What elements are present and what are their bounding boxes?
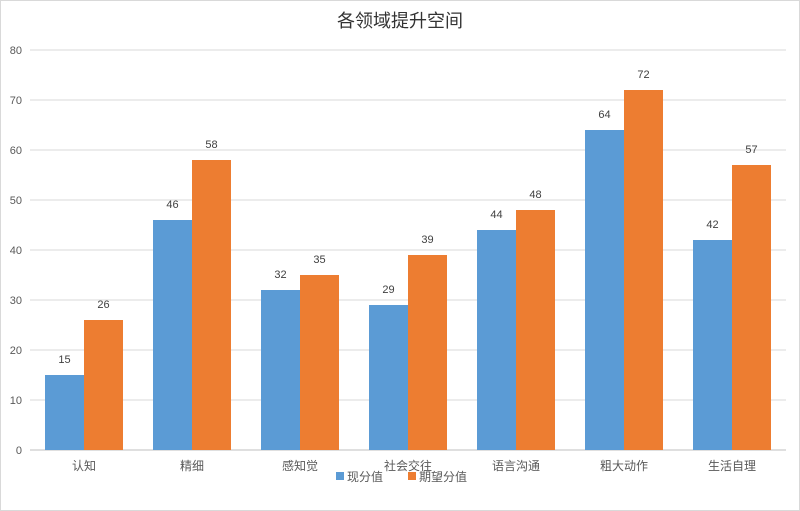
bar-series bbox=[45, 90, 771, 450]
bar-expected bbox=[192, 160, 231, 450]
x-tick-label: 感知觉 bbox=[282, 458, 318, 473]
y-tick-label: 60 bbox=[10, 145, 22, 157]
data-label: 58 bbox=[205, 139, 217, 151]
x-tick-label: 精细 bbox=[180, 459, 204, 473]
bar-current bbox=[261, 290, 300, 450]
legend-swatch bbox=[336, 472, 344, 480]
y-tick-label: 10 bbox=[10, 395, 22, 407]
data-label: 46 bbox=[166, 199, 178, 211]
bar-current bbox=[369, 305, 408, 450]
y-tick-label: 80 bbox=[10, 45, 22, 57]
x-axis: 认知 精细 感知觉 社会交往 语言沟通 粗大动作 生活自理 bbox=[72, 458, 756, 473]
y-tick-label: 70 bbox=[10, 95, 22, 107]
x-tick-label: 粗大动作 bbox=[600, 459, 648, 473]
legend-label: 现分值 bbox=[347, 469, 383, 484]
bar-current bbox=[45, 375, 84, 450]
data-label: 42 bbox=[706, 219, 718, 231]
legend-swatch bbox=[408, 472, 416, 480]
bar-current bbox=[585, 130, 624, 450]
y-tick-label: 40 bbox=[10, 245, 22, 257]
data-label: 44 bbox=[490, 209, 502, 221]
data-label: 64 bbox=[598, 109, 610, 121]
legend: 现分值 期望分值 bbox=[336, 469, 467, 484]
data-labels: 15 26 46 58 32 35 29 39 44 48 64 72 42 57 bbox=[58, 69, 757, 366]
y-tick-label: 50 bbox=[10, 195, 22, 207]
bar-expected bbox=[300, 275, 339, 450]
bar-current bbox=[693, 240, 732, 450]
y-tick-label: 20 bbox=[10, 345, 22, 357]
data-label: 32 bbox=[274, 269, 286, 281]
x-tick-label: 社会交往 bbox=[384, 458, 432, 473]
y-tick-label: 0 bbox=[16, 445, 22, 457]
data-label: 15 bbox=[58, 354, 70, 366]
bar-expected bbox=[408, 255, 447, 450]
data-label: 48 bbox=[529, 189, 541, 201]
data-label: 57 bbox=[745, 144, 757, 156]
data-label: 26 bbox=[97, 299, 109, 311]
x-tick-label: 生活自理 bbox=[708, 459, 756, 473]
bar-expected bbox=[84, 320, 123, 450]
data-label: 35 bbox=[313, 254, 325, 266]
legend-label: 期望分值 bbox=[419, 469, 467, 484]
data-label: 29 bbox=[382, 284, 394, 296]
bar-expected bbox=[624, 90, 663, 450]
bar-current bbox=[477, 230, 516, 450]
y-axis: 0 10 20 30 40 50 60 70 80 bbox=[10, 45, 22, 457]
bar-expected bbox=[732, 165, 771, 450]
bar-current bbox=[153, 220, 192, 450]
x-tick-label: 语言沟通 bbox=[492, 459, 540, 473]
y-tick-label: 30 bbox=[10, 295, 22, 307]
chart-title: 各领域提升空间 bbox=[337, 11, 463, 32]
x-tick-label: 认知 bbox=[72, 459, 96, 473]
bar-expected bbox=[516, 210, 555, 450]
data-label: 39 bbox=[421, 234, 433, 246]
data-label: 72 bbox=[637, 69, 649, 81]
